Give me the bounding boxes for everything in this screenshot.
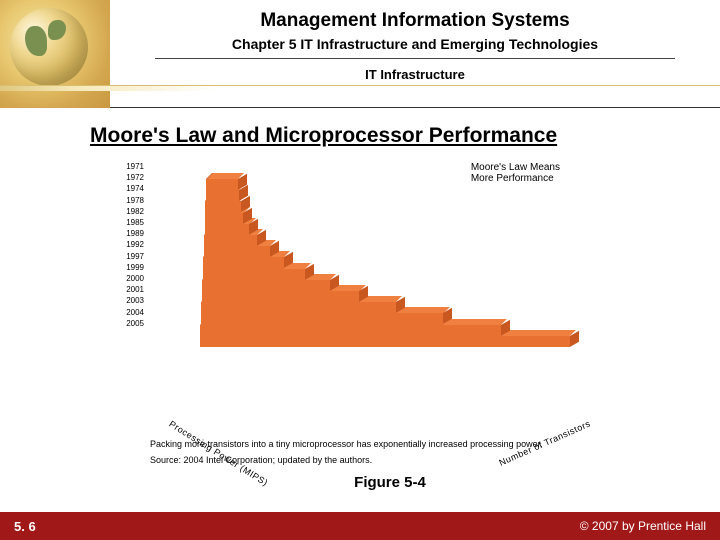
year-label: 1992 xyxy=(116,239,144,250)
chart-year-labels: 1971197219741978198219851989199219971999… xyxy=(116,161,144,329)
continent-shape xyxy=(25,26,47,56)
content-title: Moore's Law and Microprocessor Performan… xyxy=(90,124,690,148)
globe-icon xyxy=(10,8,88,86)
year-label: 1989 xyxy=(116,228,144,239)
continent-shape xyxy=(48,20,66,40)
year-label: 2004 xyxy=(116,307,144,318)
chart-bars xyxy=(160,173,580,403)
main-title: Management Information Systems xyxy=(120,10,710,32)
year-label: 1999 xyxy=(116,262,144,273)
year-label: 1972 xyxy=(116,172,144,183)
header-titles: Management Information Systems Chapter 5… xyxy=(120,10,710,82)
slide-footer: 5. 6 © 2007 by Prentice Hall xyxy=(0,512,720,540)
legend-line: Moore's Law Means xyxy=(471,162,560,173)
year-label: 2005 xyxy=(116,318,144,329)
page-number: 5. 6 xyxy=(14,519,36,534)
year-label: 1971 xyxy=(116,161,144,172)
moores-law-chart: 1971197219741978198219851989199219971999… xyxy=(110,158,630,438)
figure-label: Figure 5-4 xyxy=(90,474,690,491)
year-label: 1978 xyxy=(116,195,144,206)
chapter-subtitle: Chapter 5 IT Infrastructure and Emerging… xyxy=(155,36,674,59)
year-label: 1985 xyxy=(116,217,144,228)
header-divider-stripe xyxy=(0,85,720,91)
slide-header: Management Information Systems Chapter 5… xyxy=(0,0,720,108)
year-label: 2000 xyxy=(116,273,144,284)
year-label: 2001 xyxy=(116,284,144,295)
year-label: 2003 xyxy=(116,295,144,306)
slide-content: Moore's Law and Microprocessor Performan… xyxy=(0,108,720,491)
globe-graphic xyxy=(0,0,110,108)
year-label: 1997 xyxy=(116,251,144,262)
year-label: 1974 xyxy=(116,183,144,194)
copyright-text: © 2007 by Prentice Hall xyxy=(580,519,706,533)
year-label: 1982 xyxy=(116,206,144,217)
section-label: IT Infrastructure xyxy=(120,67,710,82)
